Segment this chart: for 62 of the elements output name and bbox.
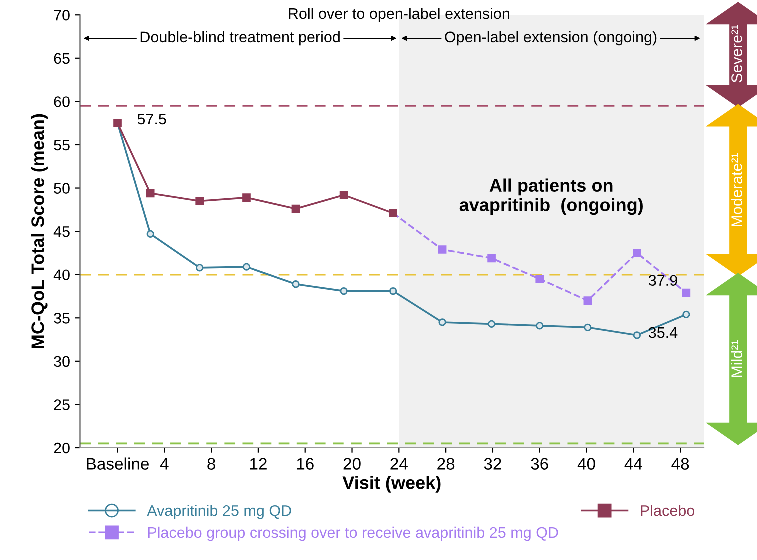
y-tick-label: 65 (54, 53, 70, 64)
annotation: Open-label extension (ongoing) (445, 31, 657, 46)
data-label: 57.5 (138, 114, 166, 125)
y-tick-label: 35 (54, 313, 70, 324)
y-tick-label: 40 (54, 270, 70, 281)
x-tick-label: 28 (438, 458, 455, 470)
x-axis-title: Visit (week) (342, 476, 441, 493)
text: Severe²¹ (732, 25, 742, 83)
point (536, 322, 544, 330)
y-tick-label: 60 (54, 96, 70, 108)
text: Moderate²¹ (731, 153, 742, 227)
y-tick-label: 20 (54, 442, 70, 454)
x-tick-label: 24 (390, 458, 408, 470)
point (536, 275, 544, 284)
x-tick-label: 44 (624, 458, 642, 470)
x-tick-label: 40 (578, 458, 596, 470)
point (242, 263, 251, 271)
point (438, 318, 446, 326)
x-tick-label: 32 (484, 458, 502, 470)
text: Mild²¹ (731, 340, 742, 378)
x-tick-label: 48 (672, 458, 690, 470)
x-tick-label: 16 (297, 458, 314, 470)
band-label: All patients on avapritinib (ongoing) (460, 178, 643, 216)
x-tick-label: 12 (250, 458, 267, 470)
y-axis-title: MC-QoL Total Score (mean) (31, 114, 48, 348)
x-tick-label: 36 (531, 458, 548, 470)
legend-label: Avapritinib 25 mg QD (147, 505, 292, 520)
legend-label: Placebo group crossing over to receive avapritinib 25 mg QD (148, 526, 558, 542)
point (682, 310, 690, 318)
point (584, 296, 592, 305)
point (340, 287, 348, 296)
point (488, 254, 496, 263)
y-tick-label: 50 (54, 183, 70, 194)
x-tick-label: 4 (160, 458, 169, 470)
point (292, 204, 300, 214)
point (389, 287, 398, 296)
point (242, 194, 251, 202)
y-tick-label: 70 (54, 10, 70, 21)
point (633, 332, 641, 340)
y-tick-label: 55 (54, 140, 70, 151)
point (196, 264, 204, 272)
point (633, 249, 642, 258)
data-label: 35.4 (648, 327, 678, 338)
x-tick-label: 8 (208, 458, 216, 470)
x-tick-label: Baseline (87, 458, 149, 470)
y-tick-label: 25 (54, 400, 70, 410)
annotation: Roll over to open-label extension (289, 8, 510, 22)
y-tick-label: 30 (54, 356, 70, 368)
point (682, 288, 691, 298)
point (584, 324, 592, 332)
point (488, 320, 496, 328)
point (146, 189, 155, 198)
point (196, 197, 204, 206)
annotation: Double-blind treatment period (140, 31, 340, 46)
y-tick-label: 45 (54, 226, 70, 238)
point (438, 246, 447, 254)
point (292, 280, 300, 288)
x-tick-label: 20 (344, 458, 361, 470)
point (340, 191, 348, 200)
data-label: 37.9 (648, 275, 678, 286)
legend-label: Placebo (641, 505, 695, 516)
point (146, 230, 154, 238)
